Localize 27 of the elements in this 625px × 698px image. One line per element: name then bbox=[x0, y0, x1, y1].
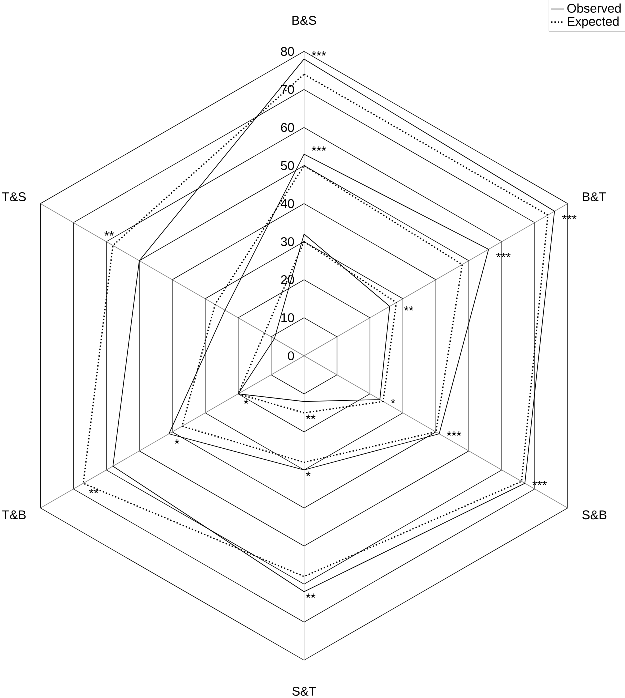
y-tick-label: 10 bbox=[281, 314, 294, 322]
text: ** bbox=[104, 232, 114, 236]
text: ** bbox=[306, 414, 316, 420]
spoke-label: B&T bbox=[582, 192, 606, 202]
y-tick-label: 40 bbox=[280, 199, 294, 208]
legend-label: Expected bbox=[568, 16, 619, 29]
text: ** bbox=[306, 594, 316, 598]
text: ** bbox=[404, 306, 414, 311]
spoke-label: S&B bbox=[582, 510, 606, 520]
text: * bbox=[244, 400, 248, 404]
y-tick-label: 50 bbox=[280, 161, 294, 170]
y-tick-label: 30 bbox=[280, 237, 294, 246]
y-tick-label: 80 bbox=[280, 47, 294, 56]
text: ** bbox=[89, 489, 98, 494]
spoke-label: S&T bbox=[292, 687, 316, 696]
spoke-label: B&S bbox=[292, 16, 316, 26]
spoke-label: T&B bbox=[2, 510, 26, 520]
text: *** bbox=[446, 432, 462, 436]
spoke-label: T&S bbox=[2, 192, 26, 202]
y-tick-label: 0 bbox=[288, 352, 294, 361]
legend-label: Observed bbox=[567, 4, 621, 14]
text: *** bbox=[312, 146, 326, 152]
y-tick-label: 60 bbox=[281, 123, 294, 132]
text: * bbox=[306, 472, 311, 476]
text: *** bbox=[312, 51, 326, 56]
text: * bbox=[390, 399, 396, 404]
text: * bbox=[174, 440, 180, 444]
